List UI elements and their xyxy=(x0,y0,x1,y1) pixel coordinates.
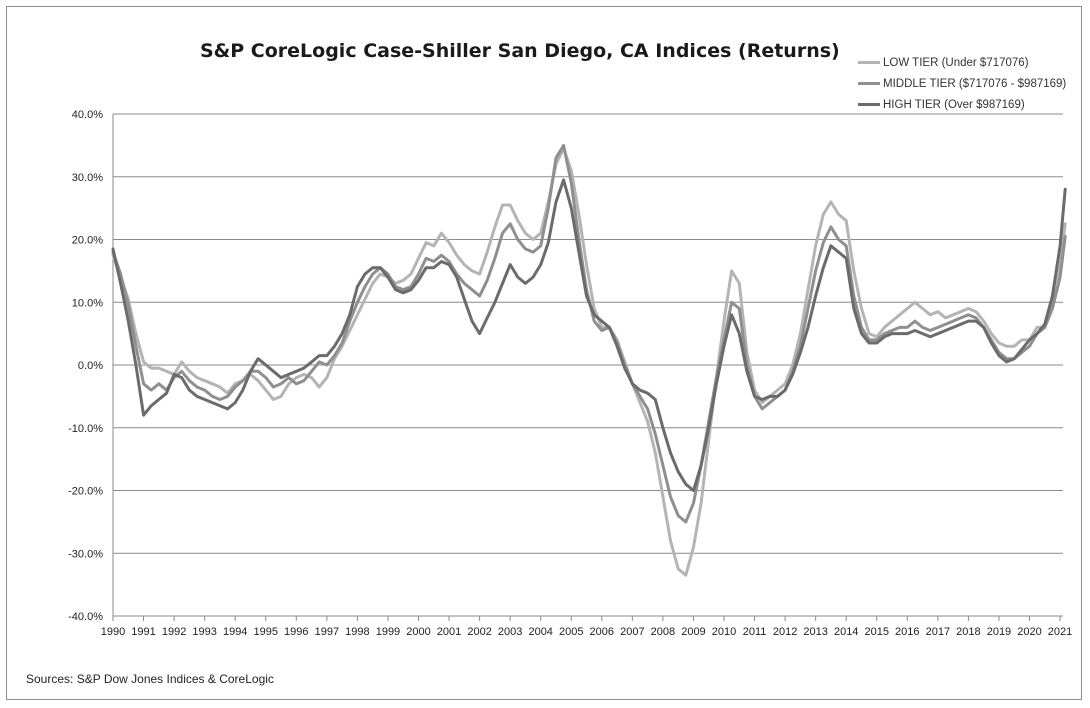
x-tick-label: 2018 xyxy=(956,626,980,638)
y-tick-label: 30.0% xyxy=(72,172,103,184)
x-tick-label: 1991 xyxy=(131,626,155,638)
legend-item-middle-tier: MIDDLE TIER ($717076 - $987169) xyxy=(858,73,1066,94)
y-tick-label: -30.0% xyxy=(68,548,103,560)
x-tick-label: 2001 xyxy=(437,626,461,638)
chart-frame xyxy=(6,6,1082,700)
x-tick-label: 2013 xyxy=(803,626,827,638)
x-tick-label: 2011 xyxy=(743,626,767,638)
x-tick-label: 1993 xyxy=(192,626,216,638)
y-tick-label: 10.0% xyxy=(72,297,103,309)
x-tick-label: 2016 xyxy=(895,626,919,638)
series-line-2 xyxy=(111,178,1067,492)
legend-item-high-tier: HIGH TIER (Over $987169) xyxy=(858,94,1066,115)
legend-label-high-tier: HIGH TIER (Over $987169) xyxy=(883,98,1025,111)
x-tick-label: 2017 xyxy=(926,626,950,638)
x-tick-label: 2014 xyxy=(834,626,858,638)
x-tick-label: 1999 xyxy=(376,626,400,638)
x-tick-label: 2008 xyxy=(651,626,675,638)
chart-title: S&P CoreLogic Case-Shiller San Diego, CA… xyxy=(200,40,840,62)
x-tick-label: 2003 xyxy=(498,626,522,638)
x-tick-label: 2005 xyxy=(559,626,583,638)
y-tick-label: 20.0% xyxy=(72,235,103,247)
y-tick-label: 40.0% xyxy=(72,109,103,121)
legend-label-low-tier: LOW TIER (Under $717076) xyxy=(883,56,1029,69)
x-tick-label: 2015 xyxy=(865,626,889,638)
y-tick-label: 0.0% xyxy=(78,360,103,372)
y-tick-label: -20.0% xyxy=(68,486,103,498)
x-tick-label: 2004 xyxy=(528,626,552,638)
x-tick-label: 2012 xyxy=(773,626,797,638)
legend-swatch-high-tier xyxy=(858,103,880,106)
x-tick-label: 1994 xyxy=(223,626,247,638)
y-tick-label: -40.0% xyxy=(68,611,103,623)
x-tick-label: 2006 xyxy=(590,626,614,638)
x-tick-label: 1996 xyxy=(284,626,308,638)
x-tick-label: 1998 xyxy=(345,626,369,638)
x-tick-label: 2020 xyxy=(1017,626,1041,638)
x-tick-label: 2007 xyxy=(620,626,644,638)
legend-label-middle-tier: MIDDLE TIER ($717076 - $987169) xyxy=(883,77,1067,90)
x-tick-label: 2009 xyxy=(681,626,705,638)
x-tick-label: 2021 xyxy=(1048,626,1072,638)
x-tick-label: 1997 xyxy=(315,626,339,638)
legend-swatch-low-tier xyxy=(858,61,880,64)
legend-swatch-middle-tier xyxy=(858,82,880,85)
x-tick-label: 2010 xyxy=(712,626,736,638)
x-tick-label: 2000 xyxy=(406,626,430,638)
x-tick-label: 1995 xyxy=(254,626,278,638)
series-line-0 xyxy=(111,147,1067,577)
source-note: Sources: S&P Dow Jones Indices & CoreLog… xyxy=(26,672,274,686)
legend-item-low-tier: LOW TIER (Under $717076) xyxy=(858,52,1066,73)
chart-legend: LOW TIER (Under $717076) MIDDLE TIER ($7… xyxy=(858,52,1066,115)
y-tick-label: -10.0% xyxy=(68,423,103,435)
x-tick-label: 2002 xyxy=(467,626,491,638)
x-tick-label: 2019 xyxy=(987,626,1011,638)
x-tick-label: 1990 xyxy=(101,626,125,638)
x-tick-label: 1992 xyxy=(162,626,186,638)
